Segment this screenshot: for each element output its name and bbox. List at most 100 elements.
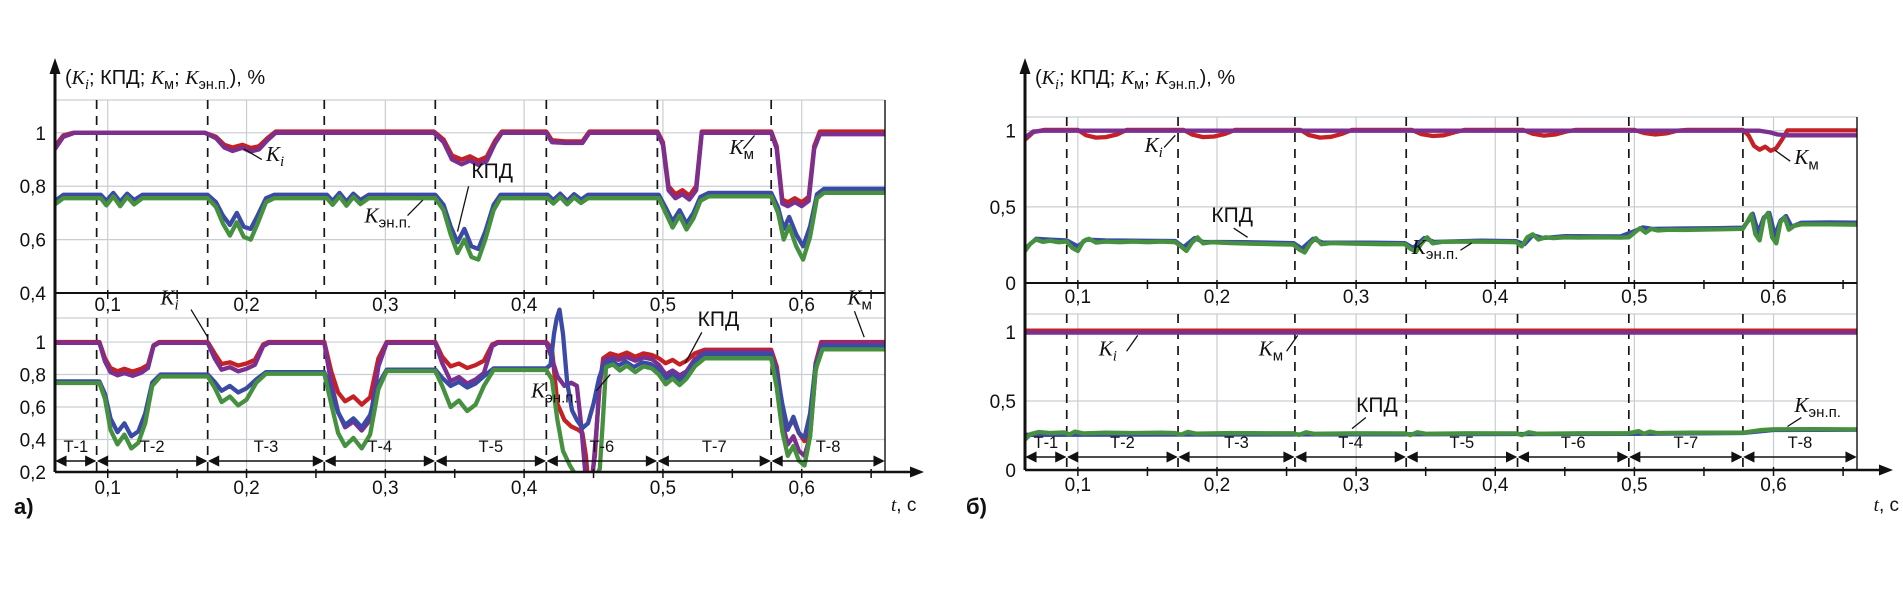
x-tick-label: 0,4 [511, 295, 538, 316]
interval-label: Т-7 [702, 438, 727, 456]
x-tick-label: 0,6 [789, 478, 815, 499]
interval-label: Т-8 [816, 438, 841, 456]
curve-label-Ki: Ki [1144, 133, 1163, 161]
curve-label-KPD: КПД [1211, 204, 1253, 227]
annotation-leader-line [407, 199, 424, 217]
series-Ken [1025, 426, 1857, 442]
y-tick-label: 1 [1005, 122, 1016, 143]
x-tick-label: 0,1 [95, 478, 121, 499]
curve-label-KPD: КПД [471, 160, 513, 183]
y-tick-label: 0,6 [20, 231, 46, 252]
curve-label-Ken: Kэн.п. [1793, 393, 1841, 421]
x-tick-label: 0,4 [1482, 475, 1509, 496]
y-tick-label: 0 [1005, 274, 1016, 295]
x-tick-label: 0,1 [1065, 287, 1091, 308]
y-tick-label: 0,8 [20, 366, 46, 387]
curve-label-Km: Kм [729, 135, 754, 163]
subplot-2: 1 0,8 0,6 0,4 0,2 0,1 0,2 0,3 0,4 0,5 0,6 [20, 307, 924, 499]
annotation-leader-line [742, 135, 756, 150]
x-axis-title: t, c [1874, 495, 1899, 516]
subplot-1: 1 0,5 0 0,1 0,2 0,3 0,4 0,5 0,6 [990, 116, 1857, 308]
x-tick-label: 0,4 [1482, 287, 1509, 308]
interval-label: Т-3 [1224, 434, 1249, 452]
annotation-leader-line [1351, 417, 1367, 430]
curve-label-KPD: КПД [698, 308, 740, 331]
x-tick-label: 0,6 [1760, 475, 1786, 496]
annotation-leader-line [595, 374, 611, 392]
x-tick-label: 0,3 [1343, 287, 1369, 308]
curve-label-Ken: Kэн.п. [1411, 235, 1459, 263]
interval-label: Т-4 [1338, 434, 1363, 452]
series-Km [1025, 128, 1857, 140]
series-Ki [55, 339, 885, 472]
annotation-leader-line [1286, 335, 1299, 352]
x-tick-label: 0,2 [1204, 475, 1230, 496]
panel-letter-label: б) [966, 494, 987, 519]
interval-label: Т-2 [1110, 434, 1135, 452]
y-tick-label: 1 [35, 333, 46, 354]
series-Km [55, 130, 885, 209]
subplot-2: 1 0,5 0 0,1 0,2 0,3 0,4 0,5 0,6 [990, 313, 1893, 496]
annotation-leader-line [456, 186, 470, 232]
x-tick-label: 0,1 [1065, 475, 1091, 496]
annotation-leader-line [243, 148, 263, 161]
interval-label: Т-5 [1449, 434, 1474, 452]
x-tick-label: 0,1 [95, 295, 121, 316]
interval-label: Т-6 [1561, 434, 1586, 452]
y-tick-label: 0,4 [20, 284, 47, 305]
series-Ken [55, 190, 885, 262]
x-tick-label: 0,2 [233, 295, 259, 316]
y-tick-label: 0 [1005, 461, 1016, 482]
curve-label-KPD: КПД [1356, 394, 1398, 417]
interval-label: Т-1 [63, 438, 88, 456]
y-axis-arrowhead-icon [1019, 58, 1031, 74]
x-tick-label: 0,4 [511, 478, 538, 499]
x-tick-label: 0,6 [789, 295, 815, 316]
x-axis-title: t, c [891, 495, 916, 516]
y-axis-title: (Ki; КПД; Kм; Kэн.п.), % [1035, 67, 1235, 93]
y-tick-label: 0,8 [20, 177, 46, 198]
interval-label: Т-6 [589, 438, 614, 456]
annotation-leader-line [1163, 134, 1176, 148]
x-tick-label: 0,2 [233, 478, 259, 499]
y-tick-label: 1 [1005, 323, 1016, 344]
curve-label-Km: Kм [1258, 336, 1283, 364]
series-Ken [1025, 210, 1857, 255]
interval-label: Т-4 [367, 438, 392, 456]
curve-label-Ki: Ki [265, 142, 284, 170]
test-interval-row: Т-1 Т-2 Т-3 Т-4 Т-5 Т-6 Т-7 Т-8 [55, 438, 885, 467]
x-tick-label: 0,5 [1621, 475, 1647, 496]
y-tick-label: 0,5 [990, 392, 1016, 413]
y-tick-label: 0,4 [20, 431, 47, 452]
series-Ken [55, 347, 885, 472]
interval-label: Т-7 [1673, 434, 1698, 452]
curve-label-Ken: Kэн.п. [530, 378, 578, 406]
annotation-leader-line [190, 309, 209, 338]
annotation-leader-line [1233, 227, 1248, 238]
interval-label: Т-1 [1033, 434, 1058, 452]
y-tick-label: 0,6 [20, 398, 46, 419]
panel-b: 1 0,5 0 0,1 0,2 0,3 0,4 0,5 0,6 1 0,5 0 0,1 0,2 0,3 0,4… [966, 58, 1899, 519]
x-tick-label: 0,5 [1621, 287, 1647, 308]
y-axis-title: (Ki; КПД; Kм; Kэн.п.), % [65, 67, 265, 93]
subplot-1: 1 0,8 0,6 0,4 0,1 0,2 0,3 0,4 0,5 0,6 [20, 99, 885, 316]
y-tick-label: 1 [35, 124, 46, 145]
x-tick-label: 0,5 [650, 478, 676, 499]
x-tick-label: 0,2 [1204, 287, 1230, 308]
series-KPD [55, 307, 885, 441]
test-interval-row: Т-1 Т-2 Т-3 Т-4 Т-5 Т-6 Т-7 Т-8 [1025, 434, 1857, 463]
curve-label-Km: Kм [1793, 145, 1818, 173]
interval-label: Т-5 [478, 438, 503, 456]
annotation-leader-line [853, 310, 865, 338]
y-tick-label: 0,5 [990, 198, 1016, 219]
panel-a: 1 0,8 0,6 0,4 0,1 0,2 0,3 0,4 0,5 0,6 1 0,8 0,6 0,4 0,… [14, 58, 924, 519]
x-axis-arrowhead-icon [1879, 464, 1893, 476]
x-tick-label: 0,6 [1760, 287, 1786, 308]
y-axis-arrowhead-icon [49, 58, 61, 74]
x-tick-label: 0,3 [1343, 475, 1369, 496]
annotation-leader-line [1126, 335, 1139, 352]
interval-label: Т-3 [254, 438, 279, 456]
curve-label-Ki: Ki [159, 286, 178, 314]
